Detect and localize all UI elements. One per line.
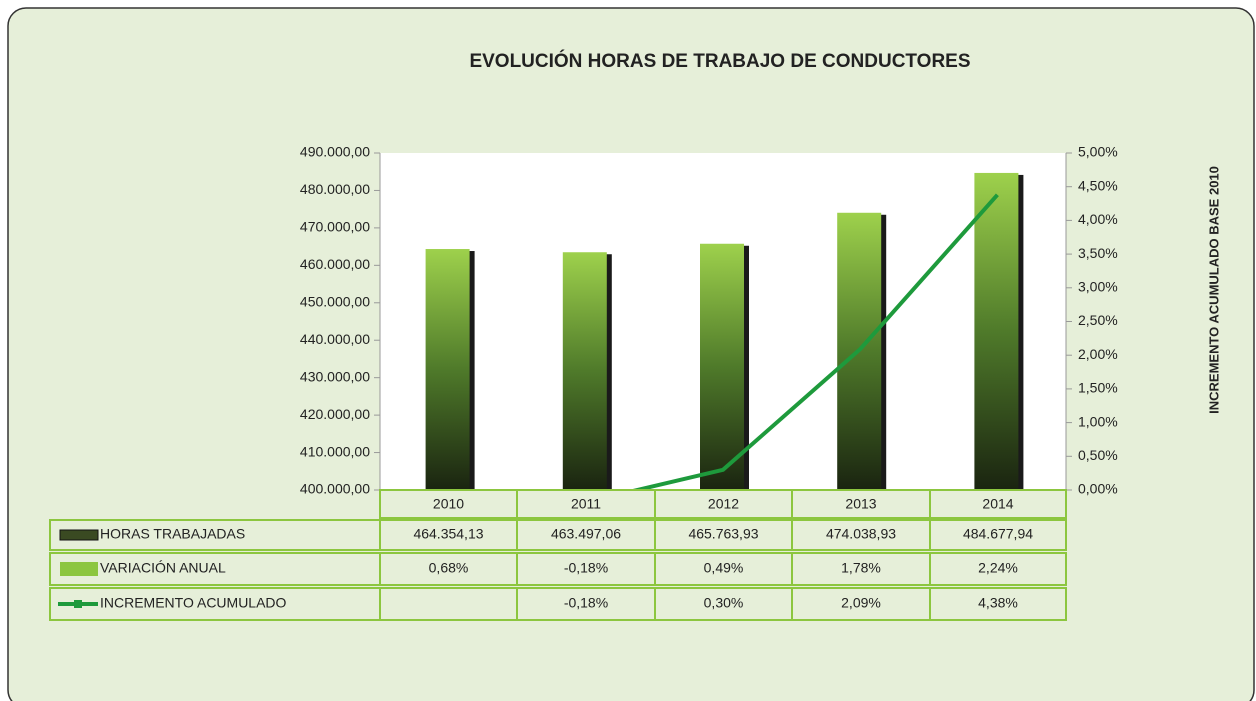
legend-key (60, 562, 98, 576)
table-value: 0,30% (704, 595, 744, 611)
table-value: -0,18% (564, 595, 608, 611)
bar (562, 252, 607, 490)
bar (425, 249, 470, 490)
x-tick-label: 2011 (571, 496, 601, 512)
table-value: 463.497,06 (551, 526, 621, 542)
y-tick-label: 470.000,00 (300, 219, 370, 235)
x-tick-label: 2014 (982, 496, 1013, 512)
y2-tick-label: 4,50% (1078, 177, 1118, 193)
table-header-cell (929, 489, 1067, 519)
chart-title: EVOLUCIÓN HORAS DE TRABAJO DE CONDUCTORE… (469, 50, 970, 72)
legend-marker (74, 600, 82, 608)
y-tick-label: 490.000,00 (300, 144, 370, 160)
y2-tick-label: 0,50% (1078, 447, 1118, 463)
legend-label: HORAS TRABAJADAS (100, 526, 245, 542)
y2-tick-label: 1,00% (1078, 413, 1118, 429)
legend-label: VARIACIÓN ANUAL (100, 560, 226, 576)
table-value: 2,24% (978, 560, 1018, 576)
table-value: 465.763,93 (688, 526, 758, 542)
y-tick-label: 410.000,00 (300, 443, 370, 459)
y-tick-label: 430.000,00 (300, 368, 370, 384)
y2-tick-label: 5,00% (1078, 144, 1118, 160)
table-value: 2,09% (841, 595, 881, 611)
table-value: 1,78% (841, 560, 881, 576)
table-value: 0,49% (704, 560, 744, 576)
y-tick-label: 420.000,00 (300, 406, 370, 422)
y2-tick-label: 2,50% (1078, 312, 1118, 328)
y-tick-label: 450.000,00 (300, 293, 370, 309)
y2-tick-label: 4,00% (1078, 211, 1118, 227)
line-group (628, 193, 999, 490)
y2-tick-label: 1,50% (1078, 380, 1118, 396)
table-cell (929, 552, 1067, 586)
y-tick-label: 440.000,00 (300, 331, 370, 347)
bar (974, 172, 1019, 490)
line (628, 193, 999, 490)
table-value: -0,18% (564, 560, 608, 576)
y-tick-label: 480.000,00 (300, 181, 370, 197)
y2-tick-label: 2,00% (1078, 346, 1118, 362)
y2-axis-label: INCREMENTO ACUMULADO BASE 2010 (1206, 166, 1221, 414)
table-value: 464.354,13 (413, 526, 483, 542)
y2-tick-label: 3,00% (1078, 279, 1118, 295)
legend-label: INCREMENTO ACUMULADO (100, 595, 287, 611)
table-value: 0,68% (429, 560, 469, 576)
x-tick-label: 2012 (708, 496, 739, 512)
bar (700, 243, 744, 490)
table-cell (929, 587, 1067, 621)
table-cell (929, 519, 1067, 551)
y2-tick-label: 3,50% (1078, 245, 1118, 261)
y-tick-label: 460.000,00 (300, 256, 370, 272)
table-value: 474.038,93 (826, 526, 896, 542)
table-value: 484.677,94 (963, 526, 1033, 542)
legend-key (59, 529, 99, 541)
table-value: 4,38% (978, 595, 1018, 611)
y-tick-label: 400.000,00 (300, 481, 370, 497)
x-tick-label: 2010 (433, 496, 464, 512)
y2-tick-label: 0,00% (1078, 481, 1118, 497)
x-tick-label: 2013 (845, 496, 876, 512)
